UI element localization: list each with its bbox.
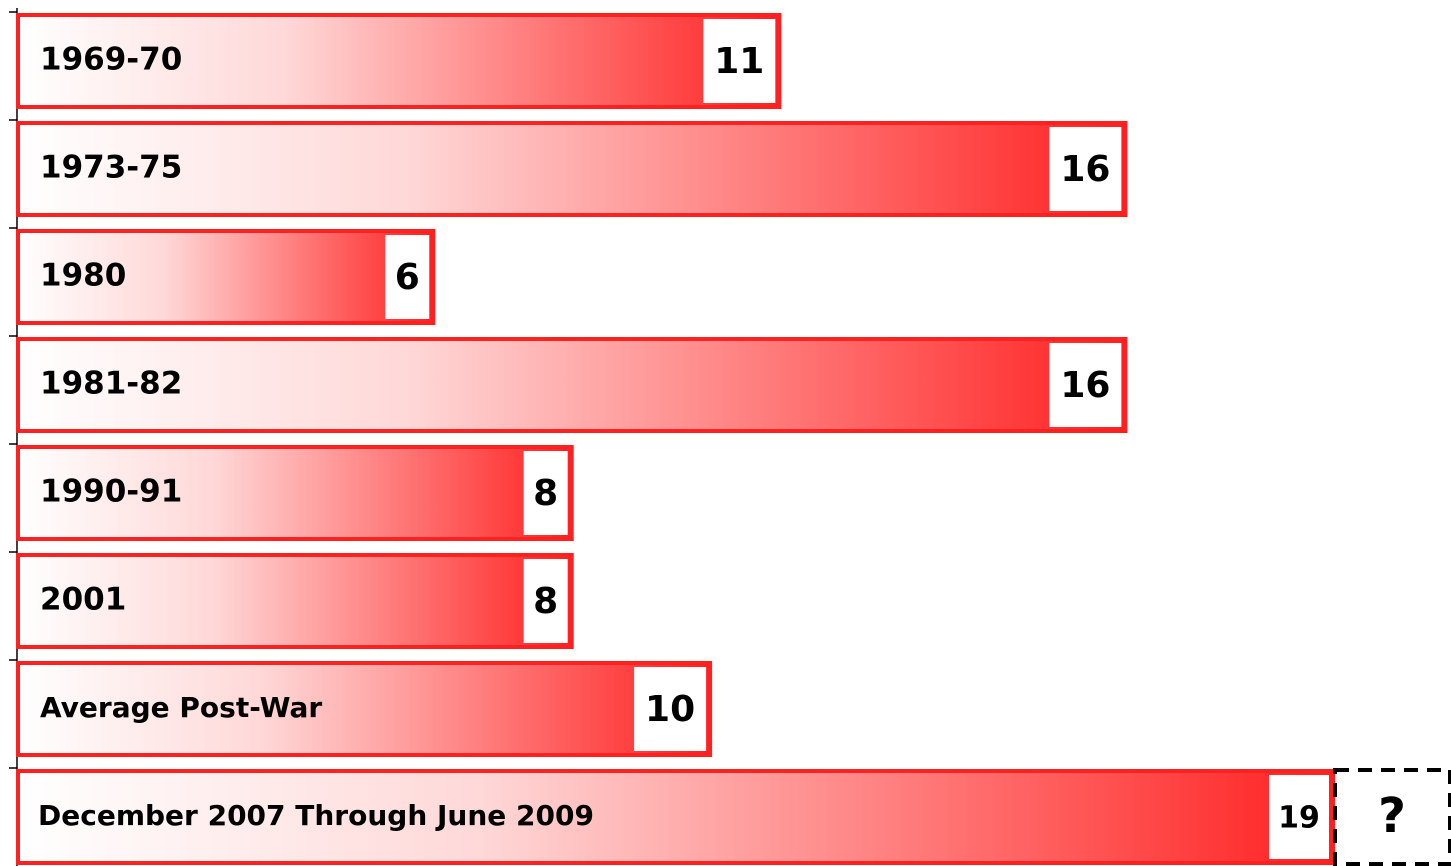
bar (16, 229, 436, 325)
value-label-box (634, 667, 707, 751)
bar (16, 769, 1335, 865)
category-label: 1990-91 (40, 474, 182, 510)
bar (16, 445, 574, 541)
value-label-box (1049, 127, 1122, 211)
value-label-box (385, 235, 430, 319)
category-label: 1973-75 (40, 150, 182, 186)
value-label: 16 (1060, 149, 1110, 190)
bar (16, 13, 782, 109)
value-label: 11 (714, 41, 764, 82)
annotation: ? (1378, 788, 1406, 844)
bar (16, 553, 574, 649)
category-label: 1969-70 (40, 42, 182, 78)
category-label: 2001 (40, 582, 126, 618)
value-label-box (703, 19, 776, 103)
value-label-box (523, 451, 568, 535)
category-label: 1980 (40, 258, 126, 294)
value-label: 6 (395, 257, 420, 298)
value-label-box (1049, 343, 1122, 427)
value-label: 16 (1060, 365, 1110, 406)
category-label: Average Post-War (40, 691, 322, 724)
annotation-box (1333, 768, 1451, 866)
bar (16, 661, 713, 757)
value-label-box (1269, 775, 1329, 859)
category-label: December 2007 Through June 2009 (38, 799, 594, 832)
value-label: 10 (645, 689, 695, 730)
value-label: 19 (1278, 801, 1320, 836)
bar (16, 337, 1128, 433)
value-label: 8 (533, 581, 558, 622)
value-label: 8 (533, 473, 558, 514)
category-label: 1981-82 (40, 366, 182, 402)
value-label-box (523, 559, 568, 643)
bar (16, 121, 1128, 217)
